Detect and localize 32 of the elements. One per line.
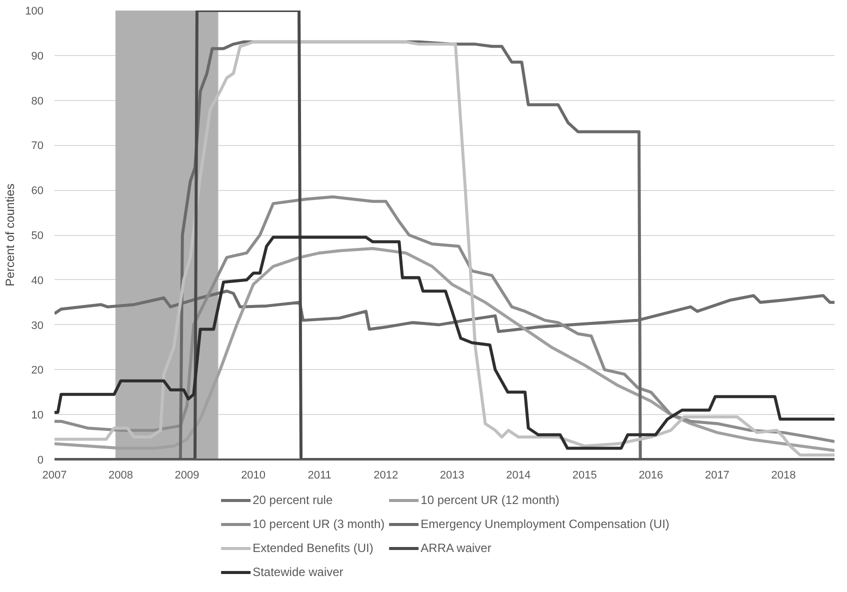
legend-label: Extended Benefits (UI) [252,541,374,555]
legend-label: 10 percent UR (12 month) [420,493,560,507]
x-tick-label: 2015 [572,470,597,482]
legend-label: 10 percent UR (3 month) [252,517,385,531]
y-tick-label: 90 [31,50,44,62]
legend-label: 20 percent rule [252,493,333,507]
y-tick-label: 40 [31,274,44,287]
x-tick-label: 2018 [771,470,796,482]
y-tick-label: 50 [31,230,44,242]
y-tick-label: 0 [37,454,44,466]
x-tick-label: 2007 [42,470,67,482]
x-tick-label: 2017 [704,470,730,482]
y-tick-label: 30 [31,320,44,332]
x-tick-label: 2012 [374,470,398,482]
line-series [54,195,834,444]
x-tick-label: 2013 [440,470,464,482]
y-tick-label: 20 [31,364,44,377]
x-tick-label: 2008 [108,470,134,482]
y-tick-label: 100 [25,6,44,18]
legend-label: Statewide waiver [252,565,344,579]
y-tick-label: 60 [31,185,44,198]
legend-label: ARRA waiver [420,541,492,555]
y-tick-label: 10 [31,410,44,422]
y-axis-title: Percent of counties [3,184,18,286]
x-tick-label: 2014 [506,470,531,482]
x-tick-label: 2016 [638,470,664,482]
y-tick-label: 80 [31,95,44,108]
legend-label: Emergency Unemployment Compensation (UI) [420,517,670,531]
x-tick-label: 2009 [174,470,200,482]
x-tick-label: 2010 [241,470,266,482]
x-tick-label: 2011 [308,470,332,482]
y-tick-label: 70 [31,140,44,152]
